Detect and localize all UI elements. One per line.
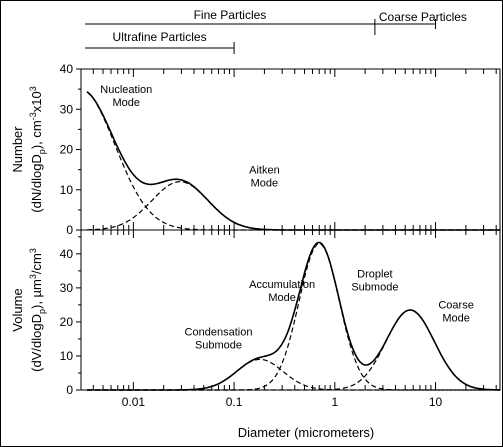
size-range-coarse-particles: Coarse Particles (374, 10, 467, 35)
y-axis-title-units: (dV/dlogDp), µm3/cm3 (28, 248, 47, 372)
y-tick-label: 10 (60, 349, 74, 363)
x-axis-title: Diameter (micrometers) (238, 425, 375, 440)
y-tick-label: 20 (60, 143, 74, 157)
y-tick-label: 30 (60, 102, 74, 116)
mode-curve-aitken (86, 181, 500, 231)
size-range-fine-particles: Fine Particles (85, 8, 375, 25)
total-distribution-curve (87, 241, 500, 391)
total-distribution-curve (86, 91, 500, 231)
mode-curve-nucleation (86, 91, 500, 231)
x-tick-label: 10 (429, 395, 443, 409)
mode-annotation: Nucleation Mode (100, 84, 152, 109)
x-tick-label: 0.01 (122, 395, 146, 409)
y-tick-label: 30 (60, 281, 74, 295)
panel-number: 0 10 20 30 40 Number(dN/dlogDp), cm-3x103 Nucl… (10, 62, 501, 237)
panel-frame (80, 229, 501, 391)
mode-annotation: Accumulation Mode (249, 279, 315, 304)
mode-annotation: Condensation Submode (185, 327, 253, 352)
size-range-label: Ultrafine Particles (113, 30, 207, 44)
panel-volume: 0 10 20 30 40 Volume(dV/dlogDp), µm3/cm3 Accum… (10, 229, 501, 409)
size-range-label: Coarse Particles (379, 10, 467, 24)
size-range-label: Fine Particles (194, 8, 267, 22)
y-tick-label: 0 (66, 383, 73, 397)
mode-annotation: Droplet Submode (351, 269, 398, 294)
size-range-ultrafine-particles: Ultrafine Particles (85, 30, 235, 54)
y-axis-title: Volume (10, 288, 25, 331)
mode-annotation: Aitken Mode (249, 165, 280, 190)
y-axis-title: Number (10, 126, 25, 173)
y-tick-label: 40 (60, 62, 74, 76)
y-axis-title-units: (dN/dlogDp), cm-3x103 (28, 86, 47, 212)
y-tick-label: 20 (60, 315, 74, 329)
x-tick-label: 1 (331, 395, 338, 409)
x-tick-label: 0.1 (226, 395, 243, 409)
mode-curve-condensation (87, 358, 500, 391)
y-tick-label: 40 (60, 247, 74, 261)
y-tick-label: 0 (66, 223, 73, 237)
y-tick-label: 10 (60, 183, 74, 197)
size-range-bars: Fine Particles Coarse Particles Ultrafine … (85, 8, 467, 54)
mode-annotation: Coarse Mode (438, 299, 473, 324)
